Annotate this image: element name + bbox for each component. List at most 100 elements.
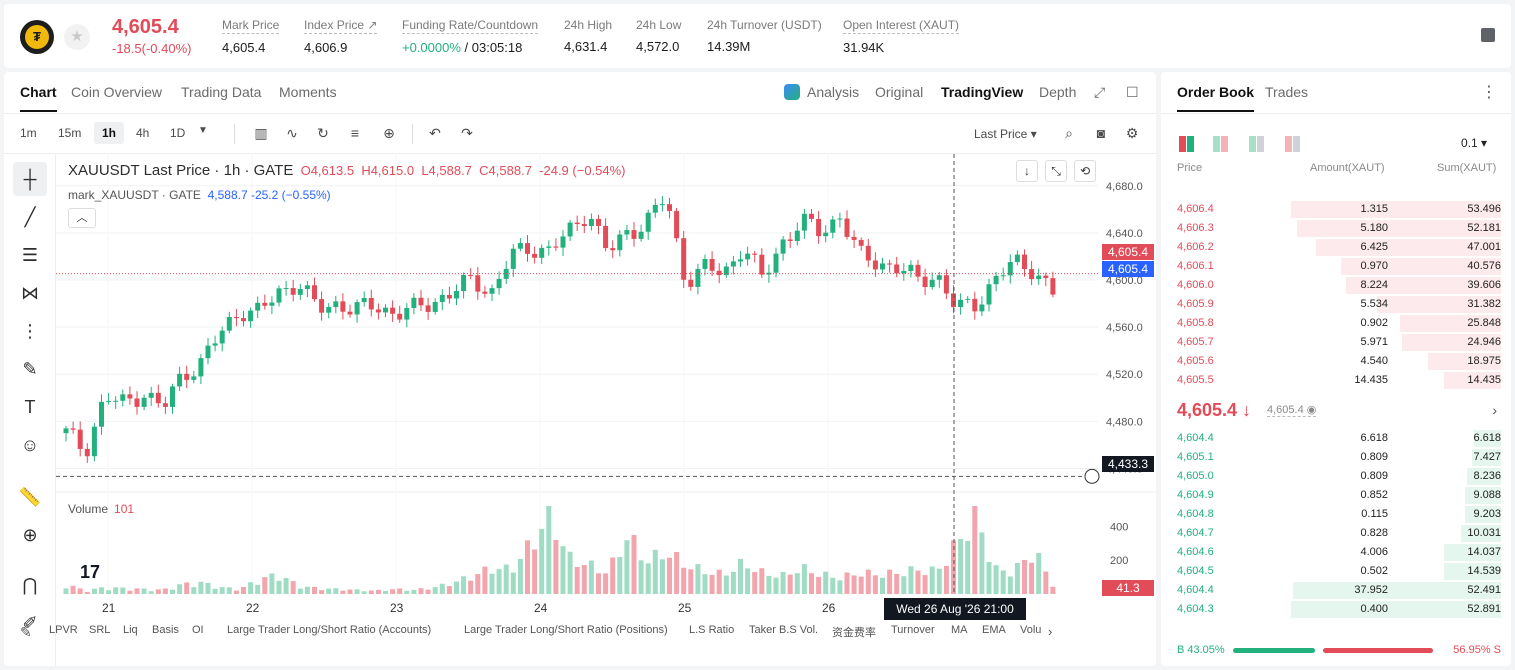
precision-select[interactable]: 0.1 ▾ [1461, 136, 1488, 150]
templates-icon[interactable]: ≡ [350, 125, 360, 141]
undo-icon[interactable]: ↶ [429, 125, 441, 141]
orderbook-row[interactable]: 4,605.9 5.534 31.382 [1161, 295, 1511, 314]
zoom-icon[interactable]: ⊕ [22, 525, 38, 545]
volume-bar [894, 573, 900, 594]
view-depth[interactable]: Depth [1039, 84, 1077, 100]
orderbook-row[interactable]: 4,605.7 5.971 24.946 [1161, 333, 1511, 352]
orderbook-row[interactable]: 4,605.8 0.902 25.848 [1161, 314, 1511, 333]
timeframe-dropdown-icon[interactable]: ▼ [198, 125, 208, 136]
stat-label[interactable]: Open Interest (XAUT) [843, 18, 960, 34]
indicator-turnover[interactable]: Turnover [891, 624, 935, 636]
camera-icon[interactable]: ◙ [1096, 125, 1106, 141]
stat-label[interactable]: Index Price ↗ [304, 18, 378, 34]
indicators-icon[interactable]: ∿ [286, 125, 298, 141]
orderbook-row[interactable]: 4,605.0 0.809 8.236 [1161, 467, 1511, 486]
replay-icon[interactable]: ↻ [317, 125, 329, 141]
orderbook-row[interactable]: 4,606.3 5.180 52.181 [1161, 219, 1511, 238]
view-tradingview[interactable]: TradingView [941, 84, 1024, 100]
view-analysis[interactable]: Analysis [807, 84, 860, 100]
timeframe-15m[interactable]: 15m [58, 126, 82, 140]
orderbook-row[interactable]: 4,606.1 0.970 40.576 [1161, 257, 1511, 276]
orderbook-bids-icon[interactable] [1249, 136, 1265, 152]
brush-icon[interactable]: ✎ [22, 359, 38, 379]
prediction-icon[interactable]: ⋮ [21, 321, 39, 341]
text-icon[interactable]: T [24, 397, 36, 417]
tab-moments[interactable]: Moments [279, 84, 337, 100]
orderbook-row[interactable]: 4,604.7 0.828 10.031 [1161, 524, 1511, 543]
indicator-volume[interactable]: Volu [1020, 624, 1042, 636]
orderbook-row[interactable]: 4,604.8 0.115 9.203 [1161, 505, 1511, 524]
stat-label[interactable]: Funding Rate/Countdown [402, 18, 539, 34]
scroll-right-icon[interactable]: › [1048, 624, 1053, 639]
tab-trades[interactable]: Trades [1265, 84, 1309, 100]
orderbook-row[interactable]: 4,605.1 0.809 7.427 [1161, 448, 1511, 467]
pattern-icon[interactable]: ⋈ [21, 283, 39, 303]
timeframe-1d[interactable]: 1D [170, 126, 186, 140]
crosshair-icon[interactable]: ┼ [13, 162, 47, 196]
expand-icon[interactable]: ⤢ [1094, 84, 1106, 100]
orderbook-row[interactable]: 4,606.4 1.315 53.496 [1161, 200, 1511, 219]
ruler-icon[interactable]: 📏 [18, 487, 42, 507]
timeframe-1m[interactable]: 1m [20, 126, 37, 140]
indicator-ma[interactable]: MA [951, 624, 968, 636]
tab-trading-data[interactable]: Trading Data [181, 84, 262, 100]
reset-chart-icon[interactable]: ⟲ [1074, 160, 1096, 182]
candle-body [241, 318, 246, 322]
pencil-lock-icon[interactable]: ✐ [22, 613, 38, 633]
indicator-lt-positions[interactable]: Large Trader Long/Short Ratio (Positions… [464, 624, 668, 636]
price-chart[interactable]: 4,680.0 4,640.0 4,600.0 4,560.0 4,520.0 4,480… [56, 154, 1156, 624]
scroll-left-icon[interactable]: ✎ [20, 624, 32, 640]
indicator-oi[interactable]: OI [192, 624, 204, 636]
indicator-lt-accounts[interactable]: Large Trader Long/Short Ratio (Accounts) [227, 624, 432, 636]
emoji-icon[interactable]: ☺ [20, 435, 40, 455]
search-icon[interactable]: ⌕ [1065, 125, 1073, 141]
settings-gear-icon[interactable]: ⚙ [1125, 125, 1139, 141]
price-source-select[interactable]: Last Price ▾ [974, 127, 1037, 141]
candle-body [738, 259, 743, 262]
orderbook-row[interactable]: 4,604.5 0.502 14.539 [1161, 562, 1511, 581]
orderbook-row[interactable]: 4,606.2 6.425 47.001 [1161, 238, 1511, 257]
timeframe-4h[interactable]: 4h [136, 126, 150, 140]
indicator-basis[interactable]: Basis [152, 624, 179, 636]
chevron-right-icon[interactable]: › [1492, 402, 1497, 418]
more-icon[interactable]: ⋮ [1481, 84, 1497, 101]
stat-label[interactable]: Mark Price [222, 18, 280, 34]
orderbook-row[interactable]: 4,605.5 14.435 14.435 [1161, 371, 1511, 390]
indicator-srl[interactable]: SRL [89, 624, 111, 636]
indicator-funding[interactable]: 资金费率 [832, 627, 876, 639]
collapse-legend-button[interactable]: ︿ [68, 208, 96, 228]
orderbook-row[interactable]: 4,604.3 0.400 52.891 [1161, 600, 1511, 619]
indicator-liq[interactable]: Liq [123, 624, 138, 636]
tab-coin-overview[interactable]: Coin Overview [71, 84, 163, 100]
row-amount: 37.952 [1354, 584, 1388, 596]
fib-icon[interactable]: ☰ [21, 245, 39, 265]
view-original[interactable]: Original [875, 84, 924, 100]
candle-body [610, 248, 616, 251]
orderbook-row[interactable]: 4,604.9 0.852 9.088 [1161, 486, 1511, 505]
tab-order-book[interactable]: Order Book [1177, 84, 1255, 112]
scroll-down-icon[interactable]: ↓ [1016, 160, 1038, 182]
orderbook-row[interactable]: 4,604.4 37.952 52.491 [1161, 581, 1511, 600]
orderbook-row[interactable]: 4,604.6 4.006 14.037 [1161, 543, 1511, 562]
fullscreen-icon[interactable]: ⤡ [1045, 160, 1067, 182]
indicator-lpvr[interactable]: LPVR [49, 624, 78, 636]
tab-chart[interactable]: Chart [20, 84, 57, 112]
orderbook-row[interactable]: 4,605.6 4.540 18.975 [1161, 352, 1511, 371]
indicator-ema[interactable]: EMA [982, 624, 1006, 636]
candle-type-icon[interactable]: ▥ [254, 125, 268, 141]
add-alert-icon[interactable]: ⊕ [383, 125, 395, 141]
notebook-icon[interactable] [1481, 28, 1495, 42]
orderbook-row[interactable]: 4,606.0 8.224 39.606 [1161, 276, 1511, 295]
orderbook-mode-icon[interactable] [1213, 136, 1229, 152]
trendline-icon[interactable]: ╱ [24, 207, 36, 227]
magnet-icon[interactable]: ⋂ [22, 575, 38, 595]
orderbook-asks-icon[interactable] [1285, 136, 1301, 152]
indicator-ls-ratio[interactable]: L.S Ratio [689, 624, 735, 636]
redo-icon[interactable]: ↷ [461, 125, 473, 141]
window-icon[interactable]: ☐ [1126, 84, 1139, 100]
timeframe-1h[interactable]: 1h [94, 122, 125, 144]
favorite-star-icon[interactable]: ★ [64, 24, 90, 50]
orderbook-mode-both-icon[interactable] [1179, 136, 1195, 152]
orderbook-row[interactable]: 4,604.4 6.618 6.618 [1161, 429, 1511, 448]
indicator-taker-vol[interactable]: Taker B.S Vol. [749, 624, 819, 636]
